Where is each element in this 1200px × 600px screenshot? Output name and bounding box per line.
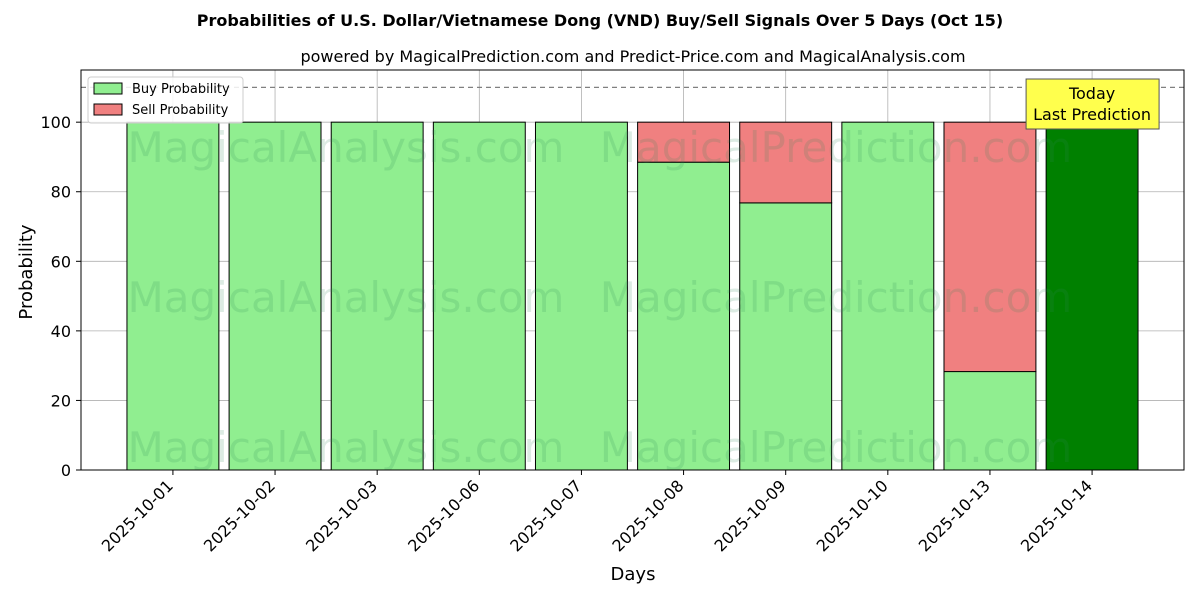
annotation-background xyxy=(1025,78,1160,130)
x-tick-label: 2025-10-06 xyxy=(404,476,483,555)
y-axis-label: Probability xyxy=(16,224,37,319)
y-tick-label: 0 xyxy=(61,461,71,480)
y-tick-label: 100 xyxy=(40,113,71,132)
watermark-text: MagicalPrediction.com xyxy=(600,423,1073,472)
x-tick-label: 2025-10-10 xyxy=(813,476,892,555)
annotation-box: Today Last Prediction xyxy=(1025,78,1160,130)
x-axis: 2025-10-01 2025-10-02 2025-10-03 2025-10-06… xyxy=(98,470,1096,555)
buy-bar xyxy=(841,121,935,471)
y-tick-label: 40 xyxy=(51,322,71,341)
sell-bar xyxy=(739,121,833,204)
sell-bar xyxy=(943,121,1037,373)
x-tick-label: 2025-10-13 xyxy=(915,476,994,555)
x-tick-label: 2025-10-09 xyxy=(711,476,790,555)
y-tick-label: 60 xyxy=(51,252,71,271)
watermark-text: MagicalAnalysis.com xyxy=(128,123,565,172)
watermark-text: MagicalAnalysis.com xyxy=(128,273,565,322)
buy-bar xyxy=(637,161,731,471)
buy-bar xyxy=(126,121,220,471)
x-tick-label: 2025-10-03 xyxy=(302,476,381,555)
x-tick-label: 2025-10-07 xyxy=(506,476,585,555)
buy-bar xyxy=(943,371,1037,471)
legend-swatch xyxy=(93,82,123,95)
x-tick-label: 2025-10-02 xyxy=(200,476,279,555)
annotation-line: Today xyxy=(1068,84,1115,103)
plot-frame xyxy=(80,69,1185,471)
buy-bar xyxy=(1045,121,1139,471)
chart-title: Probabilities of U.S. Dollar/Vietnamese … xyxy=(197,11,1003,30)
x-tick-label: 2025-10-01 xyxy=(98,476,177,555)
legend-swatch xyxy=(93,103,123,116)
buy-bar xyxy=(534,121,628,471)
x-tick-label: 2025-10-14 xyxy=(1017,476,1096,555)
watermark-text: MagicalAnalysis.com xyxy=(128,423,565,472)
y-tick-label: 80 xyxy=(51,183,71,202)
bars xyxy=(126,121,1139,471)
x-tick-label: 2025-10-08 xyxy=(608,476,687,555)
sell-bar xyxy=(637,121,731,163)
x-axis-label: Days xyxy=(611,564,656,585)
legend-frame xyxy=(87,76,244,124)
legend: Buy Probability Sell Probability xyxy=(87,76,244,124)
annotation-line: Last Prediction xyxy=(1033,105,1151,124)
legend-label: Buy Probability xyxy=(132,82,230,97)
legend-label: Sell Probability xyxy=(132,103,229,118)
buy-bar xyxy=(432,121,526,471)
watermark-text: MagicalPrediction.com xyxy=(600,123,1073,172)
y-axis: 0 20 40 60 80 100 xyxy=(40,113,81,480)
y-tick-label: 20 xyxy=(51,391,71,410)
watermark-text: MagicalPrediction.com xyxy=(600,273,1073,322)
watermark: MagicalAnalysis.com MagicalPrediction.com… xyxy=(128,123,1073,472)
chart-subtitle: powered by MagicalPrediction.com and Pre… xyxy=(300,47,965,66)
